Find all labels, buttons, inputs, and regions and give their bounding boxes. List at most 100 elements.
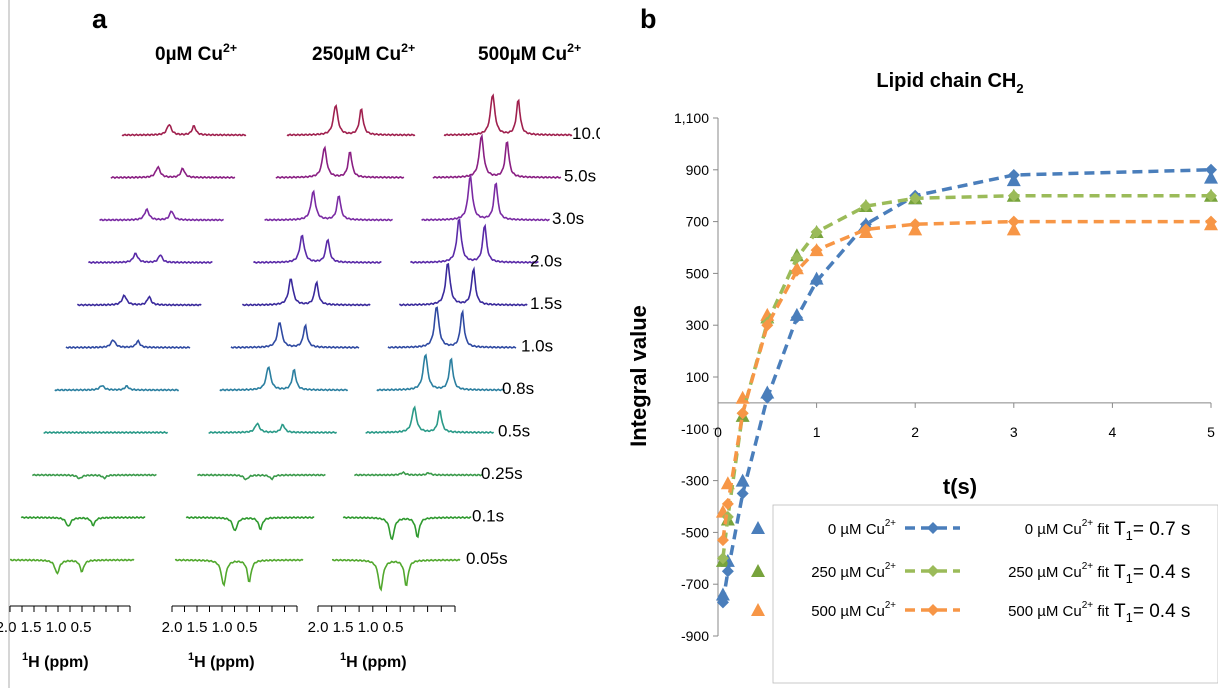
point-4-4 bbox=[790, 251, 803, 264]
point-0-9 bbox=[1204, 170, 1218, 184]
legend-fit-label-0: 0 µM Cu2+ fit bbox=[1025, 518, 1110, 538]
point-4-5 bbox=[810, 225, 823, 238]
spectrum-trace-0-4 bbox=[77, 294, 202, 307]
point-3-5 bbox=[810, 275, 823, 288]
panel-b-label: b bbox=[640, 4, 657, 34]
point-4-8 bbox=[1007, 189, 1020, 202]
y-tick-label-3: 500 bbox=[686, 265, 710, 281]
point-5-2 bbox=[736, 407, 749, 420]
delay-label-8: 0.25s bbox=[481, 464, 523, 483]
delay-label-4: 1.5s bbox=[530, 294, 562, 313]
ppm-tick-0-1: 1.5 bbox=[21, 619, 42, 636]
point-4-7 bbox=[909, 192, 922, 205]
t1-recovery-chart: Lipid chain CH2 1,100 900 700 500 300 100 -100 -… bbox=[626, 70, 1218, 684]
point-3-4 bbox=[790, 311, 803, 324]
spectrum-trace-0-9 bbox=[20, 515, 146, 527]
point-2-8 bbox=[1006, 222, 1021, 236]
delay-label-6: 0.8s bbox=[502, 379, 534, 398]
y-tick-label-4: 300 bbox=[686, 317, 710, 333]
spectrum-trace-1-3 bbox=[252, 234, 382, 264]
x-axis-title: t(s) bbox=[943, 474, 977, 499]
spectrum-trace-1-8 bbox=[196, 473, 326, 481]
ppm-axis-title-0: 1H (ppm) bbox=[22, 651, 89, 671]
spectrum-trace-1-1 bbox=[275, 145, 405, 179]
spectrum-trace-2-9 bbox=[342, 516, 472, 541]
ppm-tick-1-1: 1.5 bbox=[187, 619, 208, 636]
spectrum-trace-2-7 bbox=[365, 405, 495, 434]
ppm-tick-0-2: 1.0 bbox=[46, 619, 67, 636]
legend-fit-marker-1 bbox=[927, 565, 939, 577]
y-tick-label-2: 700 bbox=[686, 214, 710, 230]
x-tick-label-2: 2 bbox=[911, 424, 919, 440]
point-5-4 bbox=[790, 264, 803, 277]
spectrum-trace-2-5 bbox=[387, 306, 517, 349]
spectrum-trace-1-4 bbox=[242, 278, 371, 307]
spectrum-trace-0-10 bbox=[9, 558, 135, 575]
legend-box bbox=[772, 504, 1218, 684]
legend-marker-1 bbox=[751, 564, 765, 577]
ppm-tick-2-1: 1.5 bbox=[333, 619, 354, 636]
spectrum-trace-0-2 bbox=[99, 207, 224, 222]
ppm-tick-2-3: 0.5 bbox=[383, 619, 404, 636]
x-tick-label-5: 5 bbox=[1207, 424, 1215, 440]
y-tick-label-5: 100 bbox=[686, 369, 710, 385]
fit-line-3 bbox=[721, 168, 1212, 603]
spectrum-trace-0-0 bbox=[121, 123, 247, 137]
panel-a-label: a bbox=[92, 4, 108, 34]
spectrum-trace-2-6 bbox=[376, 353, 505, 392]
ppm-axis-title-1: 1H (ppm) bbox=[188, 651, 255, 671]
point-5-7 bbox=[909, 218, 922, 231]
spectrum-trace-2-10 bbox=[331, 558, 461, 592]
x-tick-label-0: 0 bbox=[714, 424, 722, 440]
point-5-0 bbox=[716, 534, 729, 547]
spectrum-trace-1-6 bbox=[219, 366, 348, 392]
point-5-5 bbox=[810, 244, 823, 257]
spectrum-trace-2-1 bbox=[432, 133, 562, 179]
legend-fit-label-2: 500 µM Cu2+ fit bbox=[1008, 600, 1110, 620]
ppm-tick-0-3: 0.5 bbox=[71, 619, 92, 636]
y-tick-label-9: -700 bbox=[681, 576, 709, 592]
point-3-3 bbox=[761, 391, 774, 404]
point-5-8 bbox=[1007, 215, 1020, 228]
x-tick-label-1: 1 bbox=[813, 424, 821, 440]
spectrum-column-title-1: 250µM Cu2+ bbox=[312, 41, 415, 65]
spectrum-trace-0-1 bbox=[110, 165, 236, 180]
legend-fit-label-1: 250 µM Cu2+ fit bbox=[1008, 561, 1110, 581]
fit-line-5 bbox=[721, 219, 1211, 541]
fit-line-4 bbox=[721, 193, 1211, 559]
spectrum-trace-2-2 bbox=[421, 174, 550, 222]
spectrum-trace-2-3 bbox=[409, 217, 539, 264]
point-3-1 bbox=[721, 565, 734, 578]
y-tick-label-6: -100 bbox=[681, 421, 709, 437]
spectrum-trace-1-7 bbox=[208, 422, 338, 435]
nmr-spectra-stack: 0µM Cu2+ 250µM Cu2+ 500µM Cu2+ 10.0s 5.0s 3.0… bbox=[0, 0, 600, 688]
spectrum-trace-1-2 bbox=[264, 189, 393, 222]
spectrum-trace-2-0 bbox=[443, 93, 573, 137]
spectrum-trace-1-5 bbox=[230, 322, 360, 349]
spectrum-trace-2-8 bbox=[353, 471, 483, 477]
point-2-2 bbox=[735, 390, 750, 404]
delay-label-10: 0.05s bbox=[466, 549, 508, 568]
spectrum-column-title-2: 500µM Cu2+ bbox=[478, 41, 581, 65]
y-tick-label-10: -900 bbox=[681, 628, 709, 644]
legend-label-0: 0 µM Cu2+ bbox=[828, 518, 896, 538]
delay-label-5: 1.0s bbox=[521, 337, 553, 356]
ppm-tick-2-2: 1.0 bbox=[358, 619, 379, 636]
series-5 bbox=[716, 215, 1217, 547]
delay-label-0: 10.0s bbox=[572, 124, 600, 143]
y-tick-label-8: -500 bbox=[681, 524, 709, 540]
legend-fit-marker-0 bbox=[927, 522, 939, 534]
legend-fit-marker-2 bbox=[927, 604, 939, 616]
legend-label-1: 250 µM Cu2+ bbox=[811, 561, 896, 581]
spectrum-trace-0-7 bbox=[43, 430, 169, 435]
spectrum-trace-0-6 bbox=[54, 384, 179, 392]
point-5-1 bbox=[721, 497, 734, 510]
point-4-0 bbox=[716, 552, 729, 565]
ppm-tick-1-3: 0.5 bbox=[237, 619, 258, 636]
spectrum-trace-1-10 bbox=[174, 558, 304, 588]
y-tick-label-1: 900 bbox=[686, 162, 710, 178]
y-tick-label-0: 1,100 bbox=[674, 110, 709, 126]
t1-label-1: T1= 0.4 s bbox=[1114, 562, 1190, 586]
delay-label-3: 2.0s bbox=[530, 252, 562, 271]
point-4-6 bbox=[859, 200, 872, 213]
